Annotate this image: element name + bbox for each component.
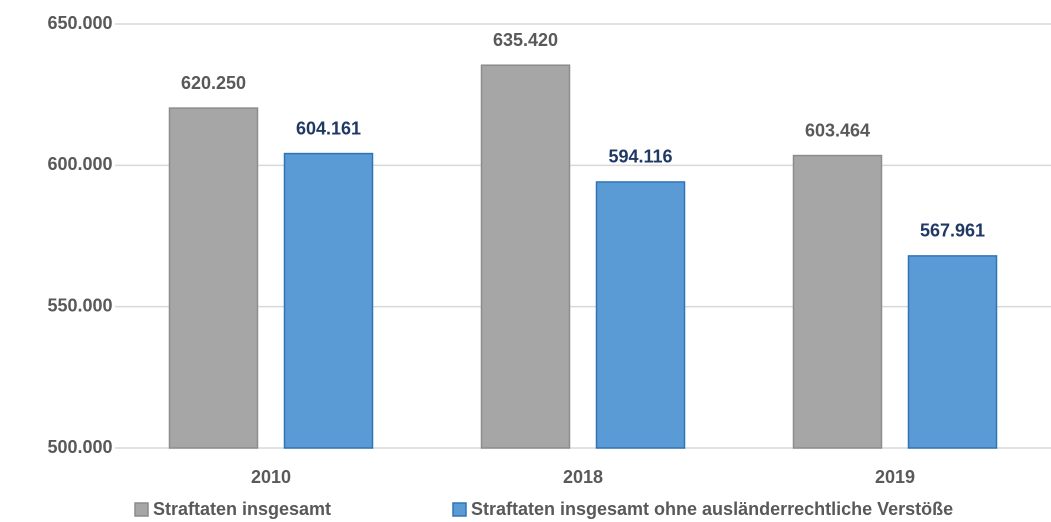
data-label: 603.464 (805, 120, 870, 140)
data-label: 635.420 (493, 30, 558, 50)
data-label: 567.961 (920, 221, 985, 241)
bar (283, 152, 374, 449)
legend-label: Straftaten insgesamt (153, 499, 331, 519)
legend-label: Straftaten insgesamt ohne ausländerrecht… (471, 499, 953, 519)
bar (480, 64, 571, 449)
legend-swatch (452, 502, 467, 517)
bar (595, 181, 686, 449)
bar (792, 154, 883, 449)
data-label: 594.116 (608, 147, 672, 167)
x-tick-label: 2010 (251, 467, 291, 487)
bar (168, 107, 259, 449)
x-tick-label: 2018 (563, 467, 603, 487)
y-tick-label: 650.000 (47, 13, 112, 33)
legend-swatch (134, 502, 149, 517)
y-tick-label: 600.000 (47, 154, 112, 174)
y-tick-label: 550.000 (47, 295, 112, 315)
y-tick-label: 500.000 (47, 437, 112, 457)
x-tick-label: 2019 (875, 467, 915, 487)
data-label: 620.250 (181, 73, 246, 93)
bar (907, 255, 998, 449)
data-label: 604.161 (296, 118, 361, 138)
